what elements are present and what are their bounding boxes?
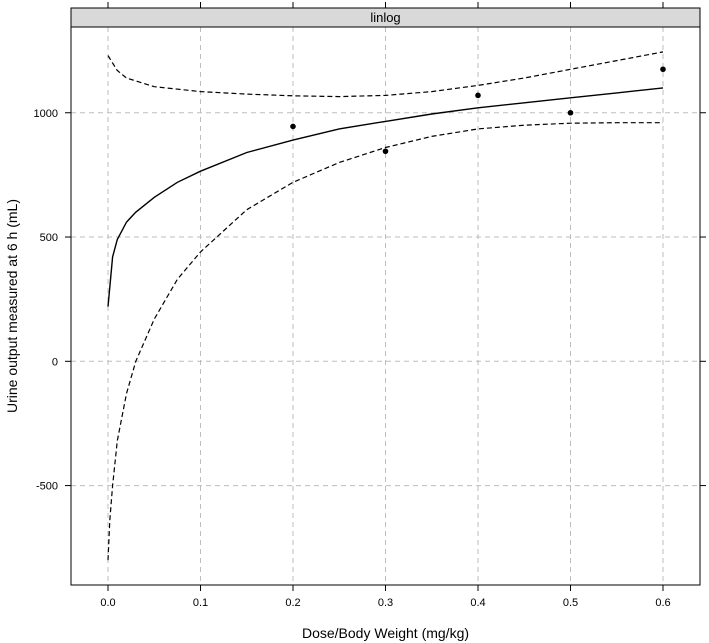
x-tick-label: 0.2 <box>285 597 300 609</box>
panel-strip: linlog <box>70 7 701 28</box>
y-tick-label: 500 <box>40 232 58 244</box>
upper-confidence-band <box>107 51 664 98</box>
confidence-bands <box>107 51 664 561</box>
data-points <box>290 66 666 155</box>
x-axis-label: Dose/Body Weight (mg/kg) <box>302 625 469 641</box>
grid <box>71 27 700 585</box>
data-point <box>290 123 296 130</box>
x-tick-label: 0.1 <box>193 597 208 609</box>
fit-line-group <box>107 87 664 307</box>
lower-confidence-band <box>107 122 663 561</box>
fit-line <box>107 87 664 307</box>
x-tick-label: 0.5 <box>563 597 578 609</box>
y-tick-label: -500 <box>36 481 58 493</box>
axis-ticks: 0.0 0.1 0.2 0.3 0.4 0.5 0.6 -500 0 500 1000 <box>34 2 706 609</box>
x-tick-label: 0.4 <box>470 597 485 609</box>
y-tick-label: 0 <box>52 356 58 368</box>
panel-strip-label: linlog <box>370 10 400 25</box>
y-axis-label: Urine output measured at 6 h (mL) <box>4 199 20 413</box>
x-tick-label: 0.0 <box>100 597 115 609</box>
data-point <box>660 66 666 73</box>
data-point <box>475 92 481 99</box>
x-tick-label: 0.3 <box>378 597 393 609</box>
data-point <box>567 109 574 116</box>
x-tick-label: 0.6 <box>655 597 670 609</box>
y-tick-label: 1000 <box>34 108 58 120</box>
data-point <box>382 148 389 155</box>
